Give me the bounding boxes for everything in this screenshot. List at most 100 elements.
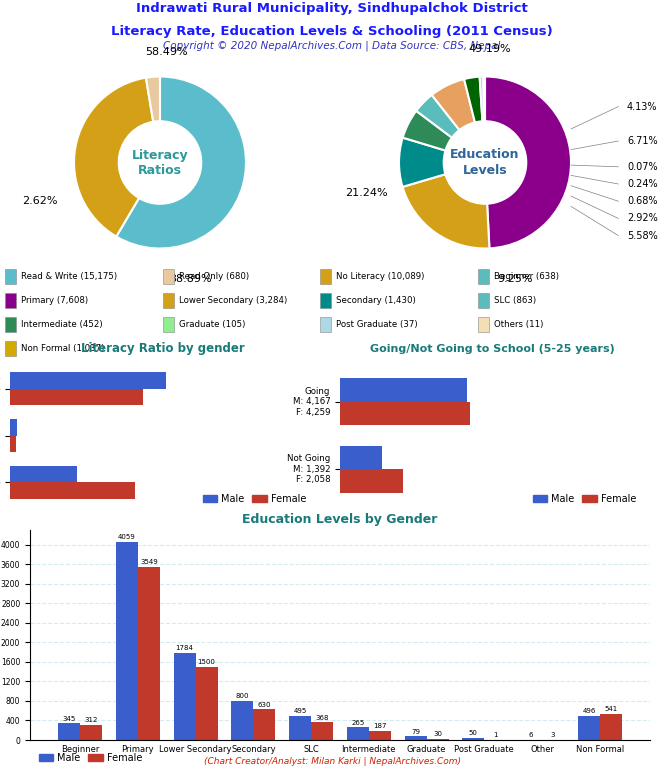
FancyBboxPatch shape — [320, 317, 331, 332]
Wedge shape — [483, 77, 485, 121]
Text: 3: 3 — [551, 733, 555, 738]
Bar — [116, 541, 138, 740]
FancyBboxPatch shape — [5, 270, 17, 283]
FancyBboxPatch shape — [5, 317, 17, 332]
Text: Education
Levels: Education Levels — [450, 148, 520, 177]
Title: Going/Not Going to School (5-25 years): Going/Not Going to School (5-25 years) — [370, 344, 615, 355]
Text: 368: 368 — [315, 714, 329, 720]
FancyBboxPatch shape — [477, 270, 489, 283]
FancyBboxPatch shape — [163, 293, 174, 308]
Bar — [404, 737, 427, 740]
Text: 187: 187 — [373, 723, 386, 730]
Text: Primary (7,608): Primary (7,608) — [21, 296, 88, 305]
Text: 495: 495 — [293, 708, 307, 714]
Text: 1784: 1784 — [176, 645, 194, 651]
Text: 4059: 4059 — [118, 535, 135, 541]
Bar — [196, 667, 218, 740]
Text: 265: 265 — [351, 720, 365, 726]
Bar — [254, 709, 276, 740]
Text: 2.92%: 2.92% — [627, 214, 657, 223]
FancyBboxPatch shape — [320, 293, 331, 308]
Wedge shape — [146, 77, 160, 122]
Legend: Male, Female: Male, Female — [199, 490, 310, 508]
Text: 630: 630 — [258, 702, 271, 708]
Bar — [10, 389, 143, 405]
Text: 30: 30 — [433, 731, 442, 737]
Text: Read & Write (15,175): Read & Write (15,175) — [21, 272, 118, 281]
Text: 3549: 3549 — [140, 559, 158, 565]
Wedge shape — [416, 95, 459, 137]
Text: 0.24%: 0.24% — [627, 179, 657, 189]
Wedge shape — [485, 77, 571, 248]
Text: SLC (863): SLC (863) — [494, 296, 536, 305]
Wedge shape — [402, 111, 452, 151]
Bar — [232, 701, 254, 740]
Bar — [340, 378, 467, 402]
Wedge shape — [116, 77, 246, 249]
Wedge shape — [402, 174, 489, 249]
Bar — [340, 469, 403, 493]
FancyBboxPatch shape — [5, 341, 17, 356]
Text: 1500: 1500 — [198, 659, 216, 665]
Text: 4.13%: 4.13% — [627, 101, 657, 111]
Bar — [462, 737, 484, 740]
Text: 541: 541 — [604, 706, 618, 712]
Text: 21.24%: 21.24% — [345, 187, 388, 197]
Text: 0.07%: 0.07% — [627, 162, 657, 172]
Text: 2.62%: 2.62% — [22, 196, 57, 206]
Bar — [600, 713, 622, 740]
Wedge shape — [399, 137, 446, 187]
Bar — [340, 445, 382, 469]
Text: 6.71%: 6.71% — [627, 136, 657, 146]
Text: Lower Secondary (3,284): Lower Secondary (3,284) — [179, 296, 287, 305]
Text: Literacy Rate, Education Levels & Schooling (2011 Census): Literacy Rate, Education Levels & School… — [111, 25, 553, 38]
Text: 5.58%: 5.58% — [627, 230, 657, 240]
Bar — [10, 372, 166, 389]
Text: 1: 1 — [493, 733, 497, 739]
Bar — [10, 419, 17, 435]
Bar — [427, 739, 449, 740]
Legend: Male, Female: Male, Female — [35, 749, 146, 766]
Bar — [311, 722, 333, 740]
Bar — [369, 731, 391, 740]
Bar — [58, 723, 80, 740]
Bar — [347, 727, 369, 740]
Text: 38.89%: 38.89% — [169, 273, 211, 283]
Text: 800: 800 — [236, 694, 249, 700]
FancyBboxPatch shape — [320, 270, 331, 283]
Wedge shape — [432, 79, 475, 130]
Bar — [10, 482, 135, 499]
Text: 50: 50 — [469, 730, 478, 736]
Wedge shape — [464, 77, 483, 122]
Text: Post Graduate (37): Post Graduate (37) — [337, 320, 418, 329]
Bar — [340, 402, 470, 425]
Legend: Male, Female: Male, Female — [529, 490, 640, 508]
FancyBboxPatch shape — [163, 270, 174, 283]
Text: Literacy
Ratios: Literacy Ratios — [131, 148, 189, 177]
FancyBboxPatch shape — [477, 317, 489, 332]
Text: 9.25%: 9.25% — [497, 273, 533, 283]
Bar — [10, 435, 17, 452]
Text: Intermediate (452): Intermediate (452) — [21, 320, 103, 329]
Bar — [138, 567, 160, 740]
Bar — [10, 466, 77, 482]
Text: Others (11): Others (11) — [494, 320, 543, 329]
Text: Non Formal (1,037): Non Formal (1,037) — [21, 344, 105, 353]
Bar — [174, 653, 196, 740]
Text: Secondary (1,430): Secondary (1,430) — [337, 296, 416, 305]
FancyBboxPatch shape — [5, 293, 17, 308]
Text: 345: 345 — [62, 716, 76, 722]
Text: Graduate (105): Graduate (105) — [179, 320, 245, 329]
Text: No Literacy (10,089): No Literacy (10,089) — [337, 272, 425, 281]
Text: Read Only (680): Read Only (680) — [179, 272, 249, 281]
Text: 49.19%: 49.19% — [468, 44, 511, 54]
Text: Copyright © 2020 NepalArchives.Com | Data Source: CBS, Nepal: Copyright © 2020 NepalArchives.Com | Dat… — [163, 41, 501, 51]
Title: Education Levels by Gender: Education Levels by Gender — [242, 513, 438, 526]
Bar — [578, 716, 600, 740]
Text: 0.68%: 0.68% — [627, 196, 657, 206]
FancyBboxPatch shape — [477, 293, 489, 308]
Text: Beginner (638): Beginner (638) — [494, 272, 559, 281]
Bar — [80, 725, 102, 740]
Text: Indrawati Rural Municipality, Sindhupalchok District: Indrawati Rural Municipality, Sindhupalc… — [136, 2, 528, 15]
Text: 496: 496 — [582, 708, 596, 714]
